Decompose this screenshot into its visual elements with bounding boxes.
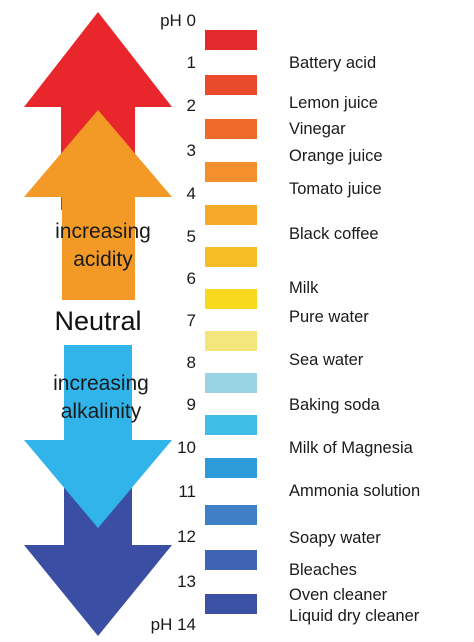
- alkalinity-navy-arrow: [24, 462, 172, 636]
- ph-label-5: 5: [186, 227, 196, 246]
- ph-swatch-6: [205, 289, 257, 309]
- ph-swatch-7: [205, 331, 257, 351]
- example-tomato-juice: Tomato juice: [289, 180, 382, 198]
- ph-swatch-0: [205, 30, 257, 50]
- alkalinity-cyan-arrow: [24, 345, 172, 528]
- example-black-coffee: Black coffee: [289, 225, 379, 243]
- example-oven-cleaner: Oven cleaner: [289, 586, 388, 604]
- ph-swatch-5: [205, 247, 257, 267]
- ph-swatch-3: [205, 162, 257, 182]
- example-sea-water: Sea water: [289, 351, 364, 369]
- example-milk-of-magnesia: Milk of Magnesia: [289, 439, 413, 457]
- ph-label-2: 2: [186, 96, 196, 115]
- example-lemon-juice: Lemon juice: [289, 94, 378, 112]
- example-liquid-dry-cleaner: Liquid dry cleaner: [289, 607, 420, 625]
- ph-swatch-13: [205, 594, 257, 614]
- ph-label-10: 10: [177, 438, 196, 457]
- alkalinity-label-line2: alkalinity: [60, 400, 142, 423]
- ph-label-7: 7: [186, 311, 196, 330]
- ph-label-3: 3: [186, 141, 196, 160]
- ph-label-0: pH 0: [160, 11, 196, 30]
- ph-label-13: 13: [177, 572, 196, 591]
- alkalinity-label-line1: increasing: [53, 372, 149, 395]
- ph-label-8: 8: [186, 353, 196, 372]
- ph-swatch-10: [205, 458, 257, 478]
- ph-swatch-12: [205, 550, 257, 570]
- ph-label-6: 6: [186, 269, 196, 288]
- example-orange-juice: Orange juice: [289, 147, 383, 165]
- ph-label-12: 12: [177, 527, 196, 546]
- example-vinegar: Vinegar: [289, 120, 346, 138]
- ph-label-11: 11: [178, 482, 196, 501]
- ph-label-9: 9: [186, 395, 196, 414]
- acidity-label-line1: increasing: [55, 220, 151, 243]
- acidity-label: increasing acidity: [30, 218, 176, 274]
- example-battery-acid: Battery acid: [289, 54, 377, 72]
- ph-swatch-9: [205, 415, 257, 435]
- example-pure-water: Pure water: [289, 308, 369, 326]
- ph-swatch-2: [205, 119, 257, 139]
- example-ammonia-solution: Ammonia solution: [289, 482, 421, 500]
- ph-swatch-11: [205, 505, 257, 525]
- alkalinity-label: increasing alkalinity: [28, 370, 174, 426]
- ph-label-4: 4: [186, 184, 196, 203]
- example-bleaches: Bleaches: [289, 561, 357, 579]
- example-soapy-water: Soapy water: [289, 529, 381, 547]
- ph-swatch-8: [205, 373, 257, 393]
- ph-label-1: 1: [186, 53, 196, 72]
- ph-label-14: pH 14: [150, 615, 196, 634]
- ph-swatch-1: [205, 75, 257, 95]
- acidity-orange-arrow: [24, 110, 172, 300]
- example-milk: Milk: [289, 279, 319, 297]
- acidity-label-line2: acidity: [73, 248, 133, 271]
- example-baking-soda: Baking soda: [289, 396, 380, 414]
- ph-swatch-4: [205, 205, 257, 225]
- neutral-label: Neutral: [54, 306, 142, 336]
